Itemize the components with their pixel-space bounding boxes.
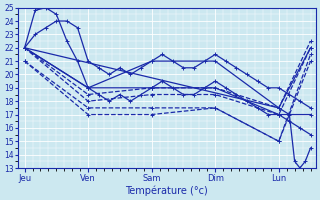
X-axis label: Température (°c): Température (°c) bbox=[125, 185, 208, 196]
